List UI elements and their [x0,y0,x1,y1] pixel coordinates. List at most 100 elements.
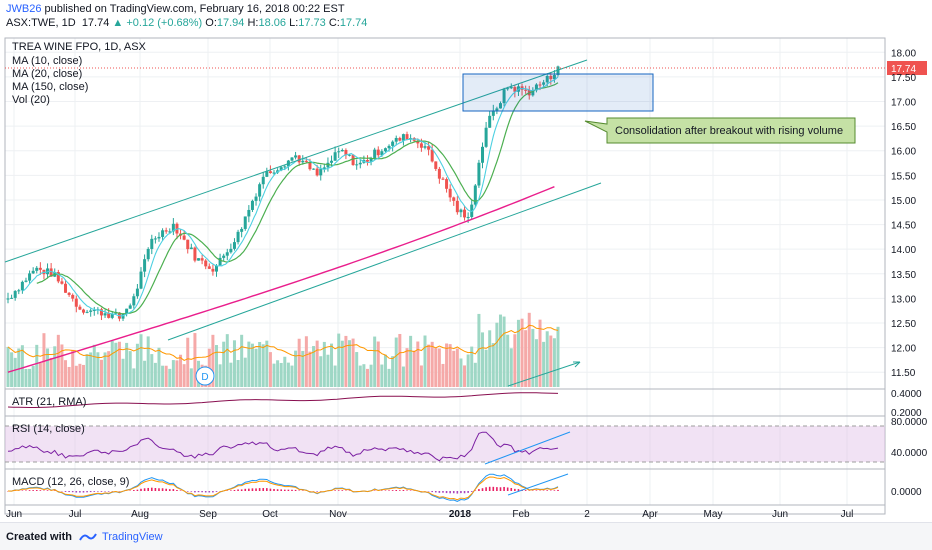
macd-hist-bar [391,490,394,491]
macd-hist-bar [485,487,487,491]
candle-body [556,66,560,75]
candle-body [524,89,528,91]
volume-bar [10,352,14,387]
candle-body [513,87,517,92]
volume-bar [135,343,139,387]
macd-hist-bar [28,490,31,491]
legend-ma10[interactable]: MA (10, close) [12,55,82,67]
candle-body [542,82,546,85]
macd-hist-bar [499,487,502,491]
channel-upper-line[interactable] [4,59,588,263]
price-axis[interactable]: 18.00 17.50 17.00 16.50 16.00 15.50 15.00 14.50… [891,48,916,379]
volume-bar [272,363,276,387]
volume-bar [470,346,474,387]
macd-hist-bar [388,490,390,491]
volume-bar [99,359,103,387]
volume-bar [441,363,445,387]
macd-hist-bar [179,490,182,491]
volume-bar [344,335,348,387]
macd-hist-bar [143,488,146,491]
volume-bar [376,341,380,387]
volume-bar [538,319,542,387]
candle-body [89,310,93,312]
candle-body [258,184,262,197]
volume-bar [107,351,111,387]
macd-trend-arrow[interactable] [507,473,569,496]
volume-trend-arrow[interactable] [507,361,581,387]
volume-bar [294,350,298,387]
atr-axis-tick: 0.4000 [891,389,922,400]
candle-body [265,171,269,177]
legend-rsi[interactable]: RSI (14, close) [12,423,85,435]
time-axis[interactable]: Jun Jul Aug Sep Oct Nov 2018 Feb 2 Apr May Jun Jul [6,509,853,520]
consolidation-box[interactable] [462,73,654,112]
macd-hist-bar [402,490,405,491]
macd-hist-bar [197,491,200,493]
ma150-line [7,186,555,373]
dividend-marker[interactable] [195,366,215,386]
rsi-trend-arrow[interactable] [484,431,571,465]
candle-body [28,273,32,281]
volume-bar [387,368,391,387]
macd-hist-bar [32,490,34,491]
macd-hist-bar [373,490,376,491]
macd-hist-bar [21,490,24,491]
volume-bar [218,364,222,387]
volume-bar [85,354,89,387]
macd-hist-bar [510,487,513,491]
macd-hist-bar [165,488,167,491]
price-axis-tick: 12.00 [891,344,916,355]
volume-bar [182,364,186,387]
candle-body [60,281,64,284]
legend-macd[interactable]: MACD (12, 26, close, 9) [12,476,129,488]
legend-vol[interactable]: Vol (20) [12,94,50,106]
legend-atr[interactable]: ATR (21, RMA) [12,396,86,408]
volume-bar [448,344,452,387]
tradingview-brand-link[interactable]: TradingView [102,530,163,543]
volume-bar [89,352,93,387]
volume-bar [481,332,485,387]
volume-bar [71,349,75,387]
volume-bar [308,351,312,387]
candle-body [437,168,441,179]
chart-canvas[interactable]: Consolidation after breakout with rising… [0,0,932,522]
candle-body [459,209,463,213]
volume-bar [380,364,384,387]
candle-body [182,235,186,240]
volume-bar [473,362,477,387]
legend-ma150[interactable]: MA (150, close) [12,81,88,93]
open-label: O: [205,17,217,29]
candle-body [243,216,247,229]
price-change: +0.12 (+0.68%) [126,17,203,29]
candle-body [107,313,111,318]
volume-bar [355,352,359,387]
candle-body [506,88,510,90]
candle-body [207,266,211,269]
macd-axis-tick: 0.0000 [891,487,922,498]
atr-line [7,392,559,408]
candle-body [405,134,409,140]
ma20-line [36,82,559,315]
macd-hist-bar [194,491,196,493]
volume-bar [301,350,305,387]
volume-bar [28,368,32,387]
candle-body [157,236,161,239]
volume-bar [56,334,60,387]
author-link[interactable]: JWB26 [6,3,42,15]
candle-body [153,238,157,240]
volume-bar [236,360,240,387]
candle-body [308,161,312,170]
time-axis-tick: Jun [772,509,788,520]
legend-ma20[interactable]: MA (20, close) [12,68,82,80]
volume-bar [463,365,467,387]
candle-body [301,160,305,163]
candle-body [319,169,323,176]
volume-bar [283,356,287,387]
channel-lower-line[interactable] [167,182,602,341]
volume-bar [222,341,226,387]
candle-body [312,168,316,170]
candle-body [225,252,229,256]
volume-bar [337,333,341,387]
macd-hist-bar [147,487,149,491]
annotation-callout[interactable] [584,117,856,144]
